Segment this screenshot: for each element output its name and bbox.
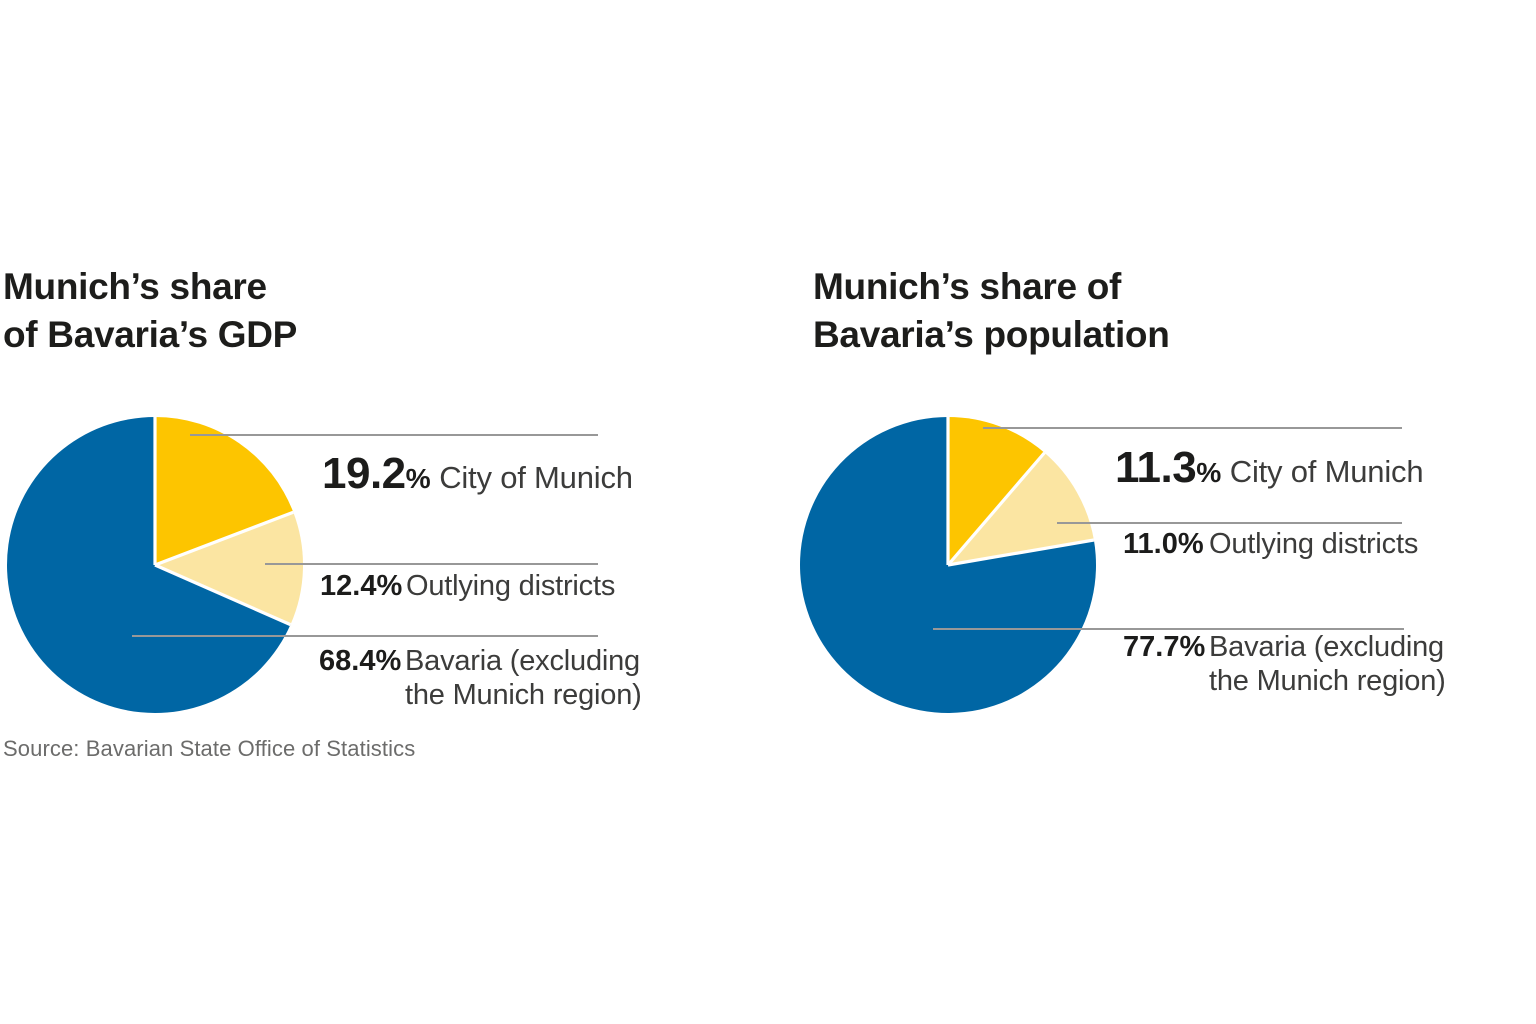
leader-line-gdp-bavaria — [132, 635, 598, 637]
leader-line-pop-city — [983, 427, 1402, 429]
legend-item-pop-city: 11.3% City of Munich — [1115, 446, 1424, 490]
pie-slice-outlying-districts — [948, 452, 1094, 565]
pie-slice-outlying-districts — [155, 512, 304, 625]
pie-chart-population — [800, 417, 1097, 713]
percent-sign: % — [375, 645, 402, 677]
slice-value-number: 19.2 — [322, 449, 406, 498]
slice-value-pop-bavaria: 77.7% — [1123, 631, 1209, 665]
slice-value-number: 11.0 — [1123, 528, 1178, 560]
slice-value-number: 68.4 — [319, 645, 376, 677]
slice-separator — [154, 510, 294, 567]
slice-label-pop-city: City of Munich — [1229, 454, 1424, 489]
slice-separator — [946, 451, 1046, 567]
legend-item-pop-outlying: 11.0% Outlying districts — [1123, 528, 1418, 562]
pie-slice-bavaria-excluding-the-munich-region — [7, 417, 291, 713]
slice-separator — [154, 563, 292, 627]
slice-value-pop-outlying: 11.0% — [1123, 528, 1209, 562]
chart-title-gdp: Munich’s share of Bavaria’s GDP — [3, 266, 298, 355]
percent-sign: % — [1196, 457, 1221, 488]
slice-value-pop-city: 11.3% — [1115, 446, 1221, 490]
slice-separator — [947, 538, 1095, 567]
legend-item-gdp-outlying: 12.4% Outlying districts — [320, 570, 615, 604]
slice-value-gdp-outlying: 12.4% — [320, 570, 406, 604]
pie-slice-city-of-munich — [948, 417, 1045, 565]
slice-value-number: 11.3 — [1115, 443, 1197, 492]
slice-label-pop-bavaria: Bavaria (excluding the Munich region) — [1209, 631, 1446, 697]
slice-label-gdp-bavaria: Bavaria (excluding the Munich region) — [405, 645, 642, 711]
percent-sign: % — [405, 463, 431, 494]
pie-slice-city-of-munich — [155, 417, 294, 565]
source-note: Source: Bavarian State Office of Statist… — [3, 736, 416, 761]
leader-line-gdp-outlying — [265, 563, 598, 565]
leader-line-gdp-city — [190, 434, 598, 436]
leader-line-pop-outlying — [1057, 522, 1402, 524]
slice-value-gdp-city: 19.2% — [322, 449, 431, 498]
percent-sign: % — [376, 570, 403, 602]
slice-label-gdp-outlying: Outlying districts — [406, 570, 616, 602]
pie-chart-gdp — [7, 417, 304, 713]
chart-title-population: Munich’s share of Bavaria’s population — [813, 266, 1170, 355]
legend-item-gdp-bavaria: 68.4% Bavaria (excluding the Munich regi… — [319, 645, 660, 712]
leader-line-pop-bavaria — [933, 628, 1404, 630]
percent-sign: % — [1177, 528, 1204, 560]
slice-value-gdp-bavaria: 68.4% — [319, 645, 405, 679]
percent-sign: % — [1179, 631, 1206, 663]
slice-label-pop-outlying: Outlying districts — [1209, 528, 1419, 560]
slice-label-gdp-city: City of Munich — [439, 460, 633, 495]
legend-item-gdp-city: 19.2% City of Munich — [322, 452, 633, 496]
slice-value-number: 12.4 — [320, 570, 377, 602]
legend-item-pop-bavaria: 77.7% Bavaria (excluding the Munich regi… — [1123, 631, 1464, 698]
slice-value-number: 77.7 — [1123, 631, 1180, 663]
